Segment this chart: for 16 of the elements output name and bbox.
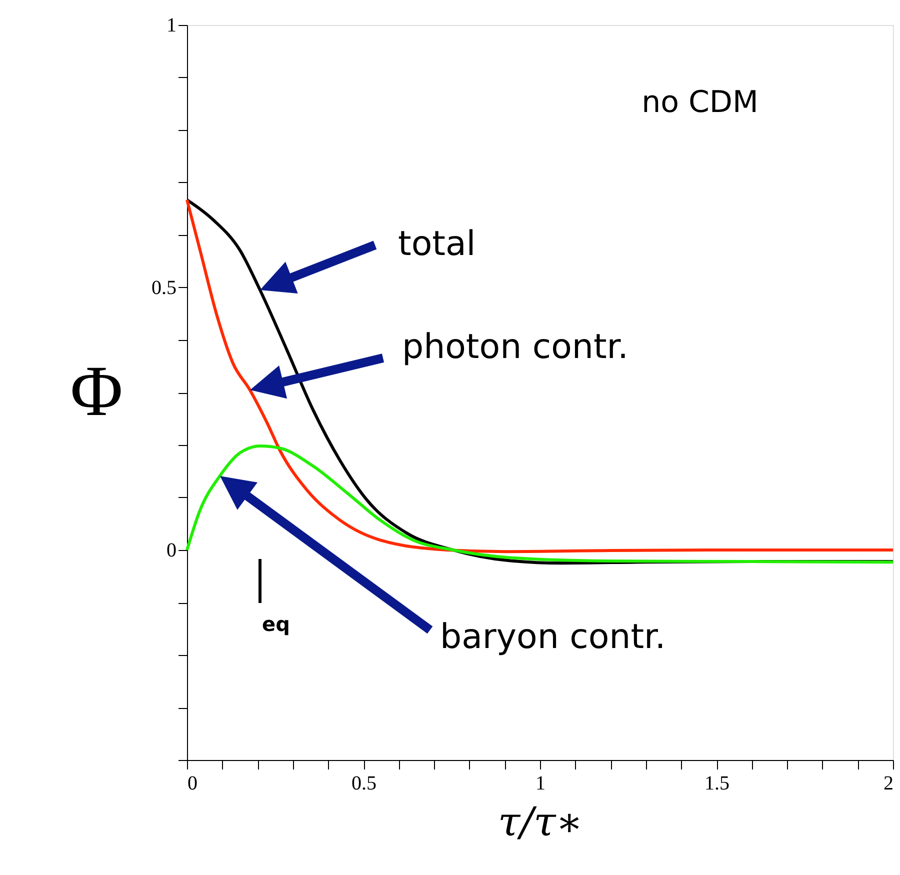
x-tick-label: 1 (536, 772, 546, 794)
annotation: baryon contr. (440, 617, 666, 657)
y-tick-label: 0 (166, 540, 176, 562)
annotation: eq (262, 612, 290, 636)
annotation: total (398, 224, 476, 264)
annotation: photon contr. (402, 327, 628, 367)
x-axis-title: τ/τ∗ (498, 800, 583, 846)
y-tick-label: 0.5 (152, 277, 176, 299)
x-tick-label: 0 (188, 772, 198, 794)
line-series (186, 444, 894, 564)
x-tick-label: 2 (884, 772, 894, 794)
y-axis-title: Φ (70, 351, 123, 431)
x-tick-label: 1.5 (704, 772, 730, 794)
annotation: no CDM (642, 85, 758, 120)
y-tick-label: 1 (166, 14, 176, 36)
x-tick-label: 0.5 (352, 772, 376, 794)
